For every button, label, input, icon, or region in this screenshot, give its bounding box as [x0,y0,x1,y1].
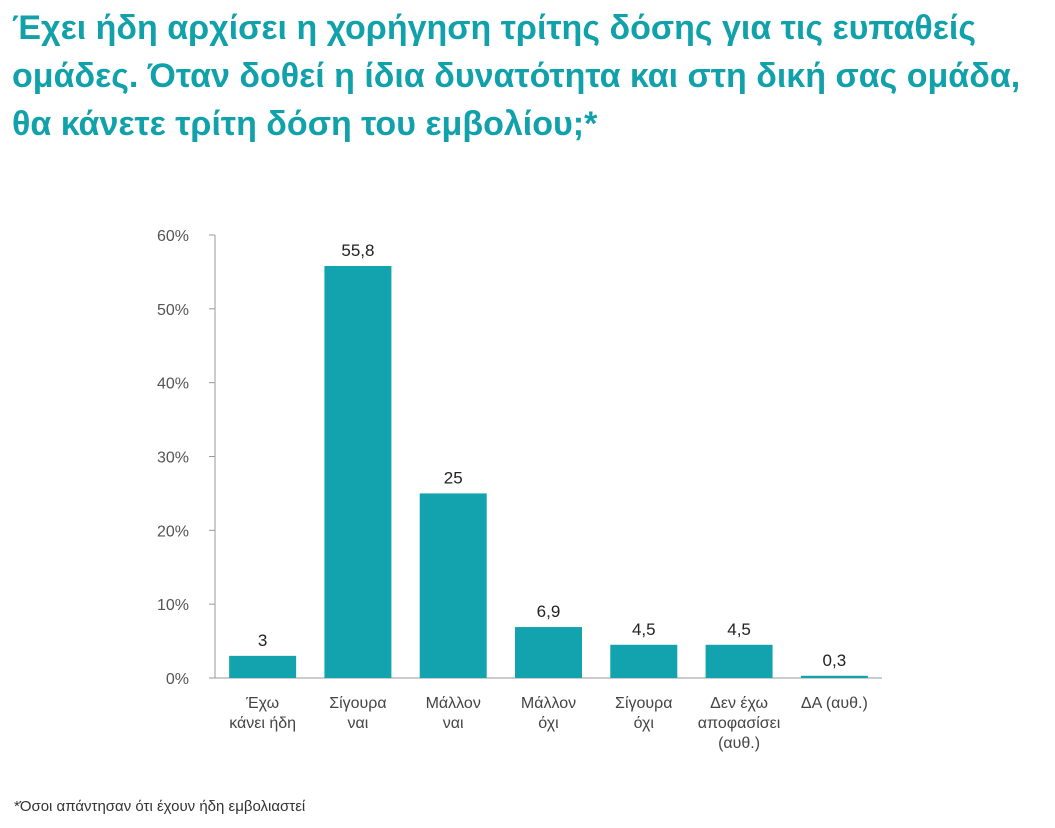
category-label: Δεν έχω αποφασίσει (αυθ.) [698,695,781,752]
chart-labels: 3 Έχω κάνει ήδη 55,8 Σίγουρα ναι 25 Μάλλον ναι 6,… [229,241,868,752]
category-label: Έχω κάνει ήδη [229,695,296,732]
bar [705,644,773,678]
category-label-line: ναι [348,715,369,732]
category-label-line: αποφασίσει [698,715,781,732]
bar [324,266,392,678]
y-tick-label: 40% [157,376,189,393]
footnote: *Όσοι απάντησαν ότι έχουν ήδη εμβολιαστε… [14,798,306,815]
y-tick-label: 20% [157,523,189,540]
chart-axes: 0% 10% 20% 30% 40% 50% 60% [157,228,882,688]
bar [515,627,582,678]
data-label: 4,5 [632,620,656,639]
category-label-line: (αυθ.) [718,735,760,752]
category-label-line: κάνει ήδη [229,715,296,732]
y-tick-label: 30% [157,450,189,467]
y-tick-label: 60% [157,228,189,245]
category-label-line: ναι [443,715,464,732]
bar [610,644,678,678]
category-label: Σίγουρα όχι [615,695,672,732]
y-tick-label: 0% [166,671,189,688]
data-label: 3 [258,631,267,650]
data-label: 0,3 [823,651,847,670]
bar [419,493,487,678]
category-label-line: Μάλλον [521,695,576,712]
category-label-line: ΔΑ (αυθ.) [801,695,868,712]
bar [229,655,297,678]
category-label-line: όχι [634,715,655,732]
data-label: 25 [444,468,463,487]
chart-title: Έχει ήδη αρχίσει η χορήγηση τρίτης δόσης… [12,9,1021,143]
category-label: Σίγουρα ναι [329,695,386,732]
category-label-line: όχι [538,715,559,732]
category-label-line: Έχω [245,695,279,712]
data-label: 55,8 [341,241,374,260]
category-label: Μάλλον ναι [426,695,481,732]
bar [800,675,868,678]
category-label: ΔΑ (αυθ.) [801,695,868,712]
chart-bars [229,266,868,678]
category-label-line: Σίγουρα [329,695,386,712]
category-label: Μάλλον όχι [521,695,576,732]
data-label: 4,5 [727,620,751,639]
data-label: 6,9 [537,602,561,621]
y-tick-label: 50% [157,302,189,319]
bar-chart: 0% 10% 20% 30% 40% 50% 60% 3 Έχω κάνει ήδη 55,8 Σί… [157,228,882,752]
category-label-line: Σίγουρα [615,695,672,712]
category-label-line: Μάλλον [426,695,481,712]
category-label-line: Δεν έχω [710,695,768,712]
y-tick-label: 10% [157,597,189,614]
